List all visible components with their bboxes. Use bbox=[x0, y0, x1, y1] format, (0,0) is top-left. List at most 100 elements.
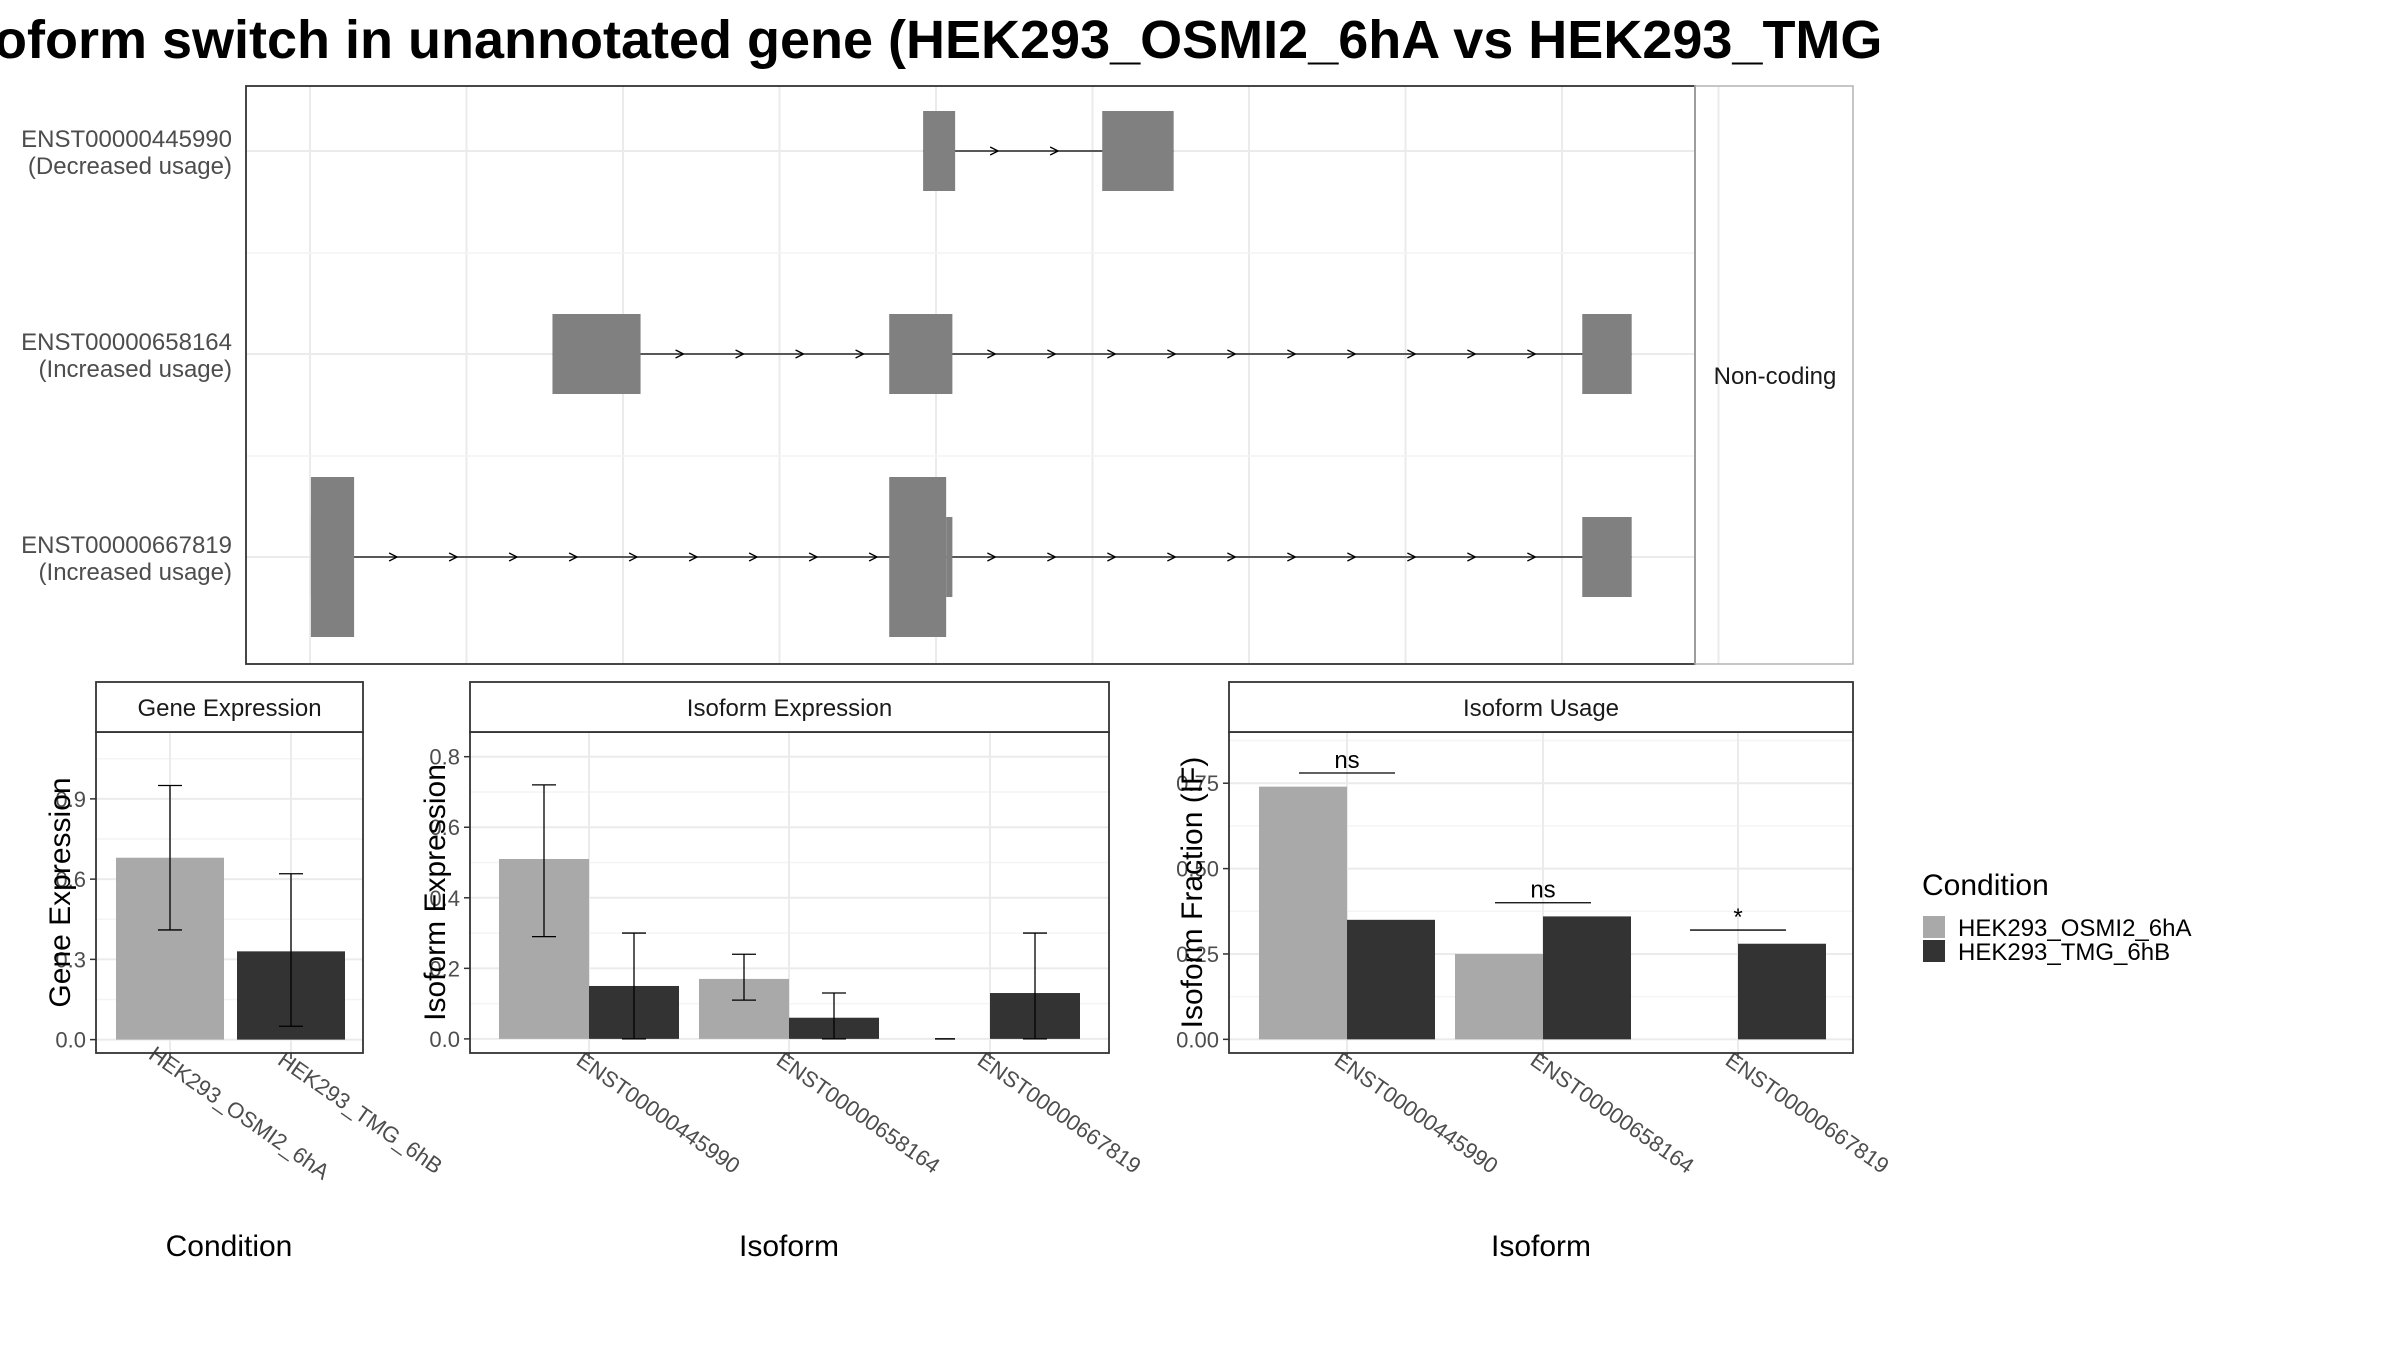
isoform-label: ENST00000658164 bbox=[21, 329, 232, 356]
isoform-track bbox=[923, 111, 1174, 191]
intron-arrow-icon bbox=[1167, 552, 1177, 562]
exon-block bbox=[1582, 314, 1632, 394]
x-tick-label: ENST00000658164 bbox=[772, 1047, 945, 1178]
legend: Condition HEK293_OSMI2_6hA HEK293_TMG_6h… bbox=[1922, 869, 2191, 966]
panel-strip bbox=[95, 681, 364, 733]
intron-arrow-icon bbox=[989, 146, 1000, 156]
bar bbox=[1347, 919, 1435, 1040]
x-tick-label: ENST00000667819 bbox=[973, 1047, 1146, 1178]
panel-strip-title: Isoform Expression bbox=[687, 695, 892, 722]
intron-arrow-icon bbox=[1407, 552, 1417, 562]
gene-expression-panel: 0.00.30.60.9HEK293_OSMI2_6hAHEK293_TMG_6… bbox=[44, 681, 447, 1263]
panel-strip-title: Isoform Usage bbox=[1463, 695, 1619, 722]
intron-arrow-icon bbox=[1107, 552, 1117, 562]
legend-label-osmi2: HEK293_OSMI2_6hA bbox=[1958, 915, 2191, 942]
transcript-structure-panel: Non-coding ENST00000445990(Decreased usa… bbox=[21, 85, 1854, 665]
x-axis-title: Condition bbox=[166, 1230, 293, 1263]
intron-arrow-icon bbox=[1047, 552, 1057, 562]
structure-tracks bbox=[310, 111, 1632, 637]
intron-arrow-icon bbox=[1347, 552, 1357, 562]
exon-block bbox=[1102, 111, 1174, 191]
intron-arrow-icon bbox=[1347, 349, 1357, 359]
x-tick-label: ENST00000658164 bbox=[1526, 1047, 1699, 1178]
intron-arrow-icon bbox=[1527, 552, 1537, 562]
intron-arrow-icon bbox=[1227, 349, 1237, 359]
structure-strip bbox=[1694, 85, 1854, 665]
panel-strip bbox=[469, 681, 1110, 733]
isoform-usage-label: (Increased usage) bbox=[39, 559, 232, 586]
isoform-label: ENST00000667819 bbox=[21, 532, 232, 559]
y-axis-title: Gene Expression bbox=[44, 777, 77, 1007]
y-tick-label: 0.25 bbox=[1176, 942, 1219, 967]
intron-arrow-icon bbox=[808, 552, 819, 562]
intron-arrow-icon bbox=[1407, 349, 1417, 359]
intron-arrow-icon bbox=[855, 349, 866, 359]
isoform-usage-label: (Increased usage) bbox=[39, 356, 232, 383]
isoform-label: ENST00000445990 bbox=[21, 126, 232, 153]
intron-arrow-icon bbox=[748, 552, 759, 562]
y-tick-label: 0.6 bbox=[55, 867, 86, 892]
isoform-usage-label: (Decreased usage) bbox=[28, 153, 232, 180]
legend-title: Condition bbox=[1922, 869, 2049, 902]
intron-arrow-icon bbox=[795, 349, 806, 359]
significance-label: * bbox=[1733, 904, 1742, 931]
y-tick-label: 0.3 bbox=[55, 947, 86, 972]
legend-swatch-osmi2 bbox=[1923, 916, 1945, 938]
y-tick-label: 0.50 bbox=[1176, 857, 1219, 882]
y-tick-label: 0.75 bbox=[1176, 771, 1219, 796]
x-tick-label: ENST00000445990 bbox=[1330, 1047, 1503, 1178]
intron-arrow-icon bbox=[1467, 552, 1477, 562]
exon-block bbox=[1582, 517, 1632, 597]
structure-background bbox=[246, 86, 1695, 664]
panel-strip bbox=[1228, 681, 1854, 733]
intron-arrow-icon bbox=[1107, 349, 1117, 359]
intron-arrow-icon bbox=[1049, 146, 1060, 156]
y-tick-label: 0.00 bbox=[1176, 1027, 1219, 1052]
intron-arrow-icon bbox=[987, 552, 997, 562]
exon-block bbox=[946, 517, 953, 597]
y-tick-label: 0.8 bbox=[429, 745, 460, 770]
significance-label: ns bbox=[1530, 877, 1555, 904]
intron-arrow-icon bbox=[1287, 349, 1297, 359]
intron-arrow-icon bbox=[1527, 349, 1537, 359]
intron-arrow-icon bbox=[628, 552, 639, 562]
intron-arrow-icon bbox=[868, 552, 879, 562]
y-axis-title: Isoform Expression bbox=[419, 764, 452, 1021]
exon-block bbox=[889, 477, 947, 637]
x-tick-label: ENST00000445990 bbox=[572, 1047, 745, 1178]
intron-arrow-icon bbox=[1227, 552, 1237, 562]
exon-block bbox=[889, 314, 953, 394]
significance-label: ns bbox=[1334, 747, 1359, 774]
legend-swatch-tmg bbox=[1923, 940, 1945, 962]
y-tick-label: 0.4 bbox=[429, 886, 460, 911]
intron-arrow-icon bbox=[1167, 349, 1177, 359]
intron-arrow-icon bbox=[508, 552, 519, 562]
intron-arrow-icon bbox=[688, 552, 699, 562]
y-tick-label: 0.6 bbox=[429, 815, 460, 840]
intron-arrow-icon bbox=[388, 552, 399, 562]
panel-strip-title: Gene Expression bbox=[137, 695, 321, 722]
x-tick-label: ENST00000667819 bbox=[1721, 1047, 1894, 1178]
bar bbox=[1259, 786, 1347, 1040]
y-axis-title: Isoform Fraction (IF) bbox=[1176, 757, 1209, 1029]
figure-title: oform switch in unannotated gene (HEK293… bbox=[0, 10, 1882, 70]
intron-arrow-icon bbox=[1047, 349, 1057, 359]
x-axis-title: Isoform bbox=[1491, 1230, 1591, 1263]
structure-strip-label: Non-coding bbox=[1714, 363, 1837, 390]
exon-block bbox=[552, 314, 641, 394]
structure-isoform-labels: ENST00000445990(Decreased usage) ENST0000… bbox=[21, 126, 232, 586]
intron-arrow-icon bbox=[987, 349, 997, 359]
intron-arrow-icon bbox=[1287, 552, 1297, 562]
bar bbox=[1455, 953, 1543, 1040]
y-tick-label: 0.9 bbox=[55, 787, 86, 812]
y-tick-label: 0.0 bbox=[55, 1028, 86, 1053]
isoform-track bbox=[552, 314, 1632, 394]
intron-arrow-icon bbox=[568, 552, 579, 562]
x-axis-title: Isoform bbox=[739, 1230, 839, 1263]
isoform-track bbox=[310, 477, 1632, 637]
intron-arrow-icon bbox=[1467, 349, 1477, 359]
y-tick-label: 0.0 bbox=[429, 1027, 460, 1052]
exon-block bbox=[310, 517, 324, 597]
